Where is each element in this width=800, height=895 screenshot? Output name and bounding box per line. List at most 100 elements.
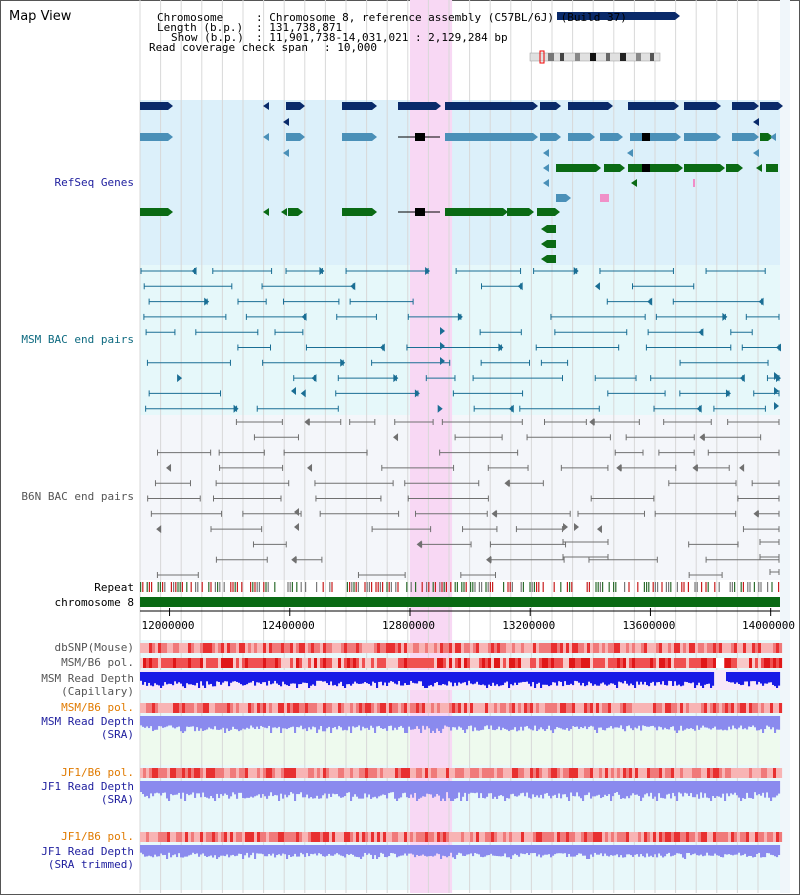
gene-arrow (556, 133, 561, 141)
read-depth-bar (538, 672, 541, 683)
read-depth-bar (438, 845, 441, 855)
repeat-element (613, 582, 615, 592)
gene-arrow (298, 208, 303, 216)
read-depth-bar (510, 845, 513, 859)
read-depth-bar (392, 845, 395, 854)
read-depth-bar (608, 781, 611, 795)
polymorphism-cell (470, 703, 474, 713)
read-depth-bar (234, 672, 237, 682)
polymorphism-cell (398, 832, 402, 842)
read-depth-bar (142, 781, 145, 795)
polymorphism-cell (227, 703, 231, 713)
read-depth-bar (330, 781, 333, 797)
polymorphism-cell (293, 658, 297, 668)
read-depth-bar (740, 781, 743, 801)
repeat-element (177, 582, 179, 592)
polymorphism-cell (518, 768, 522, 778)
bac-end-marker (776, 343, 781, 352)
polymorphism-cell (710, 703, 714, 713)
bac-end-marker (696, 404, 702, 413)
read-depth-bar (292, 672, 295, 684)
read-depth-bar (308, 781, 311, 799)
read-depth-bar (764, 672, 767, 684)
read-depth-bar (150, 672, 153, 686)
read-depth-bar (696, 781, 699, 795)
read-depth-bar (540, 845, 543, 858)
read-depth-bar (396, 781, 399, 801)
polymorphism-cell (212, 832, 216, 842)
read-depth-bar (358, 716, 361, 726)
read-depth-bar (290, 672, 293, 684)
polymorphism-cell (740, 643, 744, 653)
read-depth-bar (308, 716, 311, 728)
read-depth-bar (220, 845, 223, 856)
polymorphism-cell (419, 832, 423, 842)
read-depth-bar (332, 672, 335, 686)
read-depth-bar (140, 845, 143, 853)
read-depth-bar (446, 781, 449, 793)
polymorphism-cell (743, 658, 747, 668)
read-depth-bar (640, 781, 643, 801)
read-depth-bar (252, 672, 255, 681)
read-depth-bar (504, 716, 507, 729)
polymorphism-cell (581, 703, 585, 713)
read-depth-bar (176, 672, 179, 684)
read-depth-bar (320, 845, 323, 855)
polymorphism-cell (590, 703, 594, 713)
polymorphism-cell (563, 643, 567, 653)
polymorphism-cell (425, 658, 429, 668)
read-depth-bar (230, 716, 233, 730)
polymorphism-cell (308, 832, 312, 842)
read-depth-bar (708, 845, 711, 856)
read-depth-bar (340, 716, 343, 728)
repeat-element (533, 582, 535, 592)
read-depth-bar (328, 716, 331, 727)
polymorphism-cell (497, 768, 501, 778)
read-depth-bar (346, 716, 349, 731)
polymorphism-cell (404, 703, 408, 713)
read-depth-bar (642, 781, 645, 798)
read-depth-bar (560, 716, 563, 729)
polymorphism-cell (629, 768, 633, 778)
polymorphism-cell (674, 658, 678, 668)
repeat-element (511, 582, 513, 592)
repeat-element (252, 582, 254, 592)
read-depth-bar (654, 672, 657, 686)
polymorphism-cell (335, 643, 339, 653)
polymorphism-cell (359, 643, 363, 653)
read-depth-bar (184, 781, 187, 801)
read-depth-bar (204, 672, 207, 688)
polymorphism-cell (395, 832, 399, 842)
read-depth-bar (162, 845, 165, 856)
read-depth-bar (146, 672, 149, 686)
read-depth-bar (336, 716, 339, 730)
repeat-element (432, 582, 434, 592)
read-depth-bar (152, 781, 155, 797)
read-depth-bar (240, 781, 243, 793)
read-depth-bar (768, 781, 771, 798)
polymorphism-cell (245, 643, 249, 653)
polymorphism-cell (698, 703, 702, 713)
read-depth-bar (312, 781, 315, 799)
read-depth-bar (374, 781, 377, 797)
read-depth-bar (748, 716, 751, 727)
polymorphism-cell (302, 643, 306, 653)
polymorphism-cell (548, 643, 552, 653)
polymorphism-cell (563, 658, 567, 668)
polymorphism-cell (728, 658, 732, 668)
repeat-element (553, 582, 555, 592)
repeat-element (355, 582, 357, 592)
polymorphism-cell (404, 658, 408, 668)
polymorphism-cell (236, 658, 240, 668)
read-depth-bar (688, 845, 691, 853)
read-depth-bar (648, 716, 651, 727)
polymorphism-cell (614, 832, 618, 842)
repeat-element (357, 582, 359, 592)
polymorphism-cell (299, 768, 303, 778)
polymorphism-cell (332, 832, 336, 842)
read-depth-bar (256, 672, 259, 683)
bac-end-marker (739, 463, 745, 472)
read-depth-bar (270, 716, 273, 733)
read-depth-bar (646, 672, 649, 686)
